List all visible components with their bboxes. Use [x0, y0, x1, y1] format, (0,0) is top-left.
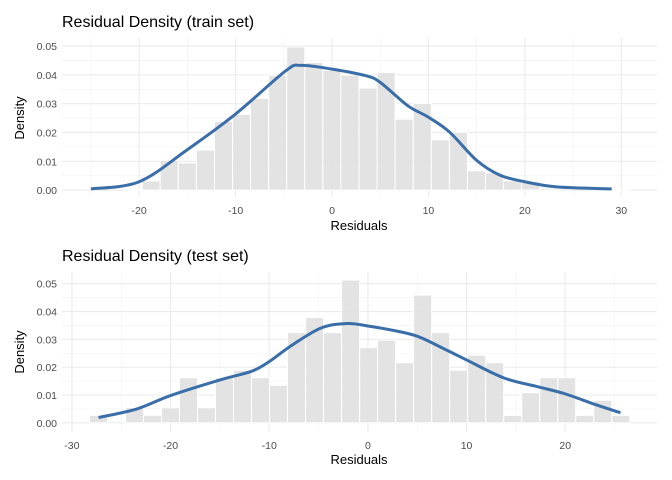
y-axis-label: Density: [12, 330, 27, 374]
x-tick-label: 10: [423, 205, 435, 217]
histogram-bar: [430, 139, 450, 191]
histogram-bar: [161, 407, 181, 424]
y-tick-label: 0.03: [37, 334, 58, 346]
histogram-bar: [376, 72, 396, 191]
histogram-bar: [394, 118, 414, 191]
histogram-bar: [539, 377, 559, 424]
histogram-bar: [232, 113, 252, 191]
density-curve: [90, 63, 612, 191]
histogram-bar: [611, 188, 631, 191]
histogram-bar: [521, 392, 541, 424]
y-tick-label: 0.01: [37, 390, 58, 402]
histogram-bar: [233, 369, 253, 424]
histogram-bar: [197, 407, 217, 424]
histogram-bar: [358, 87, 378, 191]
histogram-bar: [142, 414, 162, 424]
histogram-bar: [250, 97, 270, 191]
x-tick-label: 20: [519, 205, 531, 217]
y-tick-label: 0.04: [37, 307, 58, 319]
histogram-bar: [195, 149, 215, 191]
x-tick-label: 10: [461, 440, 473, 452]
chart-title: Residual Density (test set): [62, 248, 249, 265]
histogram-bar: [213, 121, 234, 191]
histogram-bar: [359, 347, 379, 424]
histogram-bar: [575, 414, 595, 424]
histogram-bar: [123, 188, 143, 191]
y-tick-label: 0.05: [37, 279, 58, 291]
histogram-bar: [251, 377, 271, 424]
histogram-bar: [413, 294, 433, 424]
test-density-chart: -30 -20 -10 0 10 20 0.00 0.01 0.02 0.03 0.04 0.05 Re…: [12, 248, 657, 467]
histogram-bar: [395, 362, 415, 424]
histogram-bar: [177, 162, 197, 191]
y-axis-label: Density: [12, 96, 27, 140]
x-tick-label: -30: [64, 440, 79, 452]
histogram-bar: [485, 362, 505, 424]
histogram-bar: [341, 279, 361, 424]
histogram-bar: [322, 69, 342, 191]
x-tick-label: -20: [163, 440, 178, 452]
histogram-bar: [449, 369, 469, 424]
y-tick-label: 0.04: [37, 70, 58, 82]
histogram-bar: [503, 180, 523, 191]
histogram-bars: [89, 279, 631, 424]
x-tick-label: -10: [228, 205, 243, 217]
histogram-bar: [215, 377, 235, 424]
histogram-bar: [539, 187, 559, 191]
y-tick-label: 0.05: [37, 41, 58, 53]
histogram-bars: [123, 46, 631, 191]
histogram-bar: [503, 414, 523, 424]
y-tick-label: 0.03: [37, 99, 58, 111]
histogram-bar: [340, 74, 360, 191]
histogram-bar: [268, 74, 288, 191]
histogram-bar: [89, 414, 109, 424]
x-tick-label: -10: [262, 440, 277, 452]
histogram-bar: [269, 384, 289, 424]
histogram-bar: [141, 180, 161, 191]
x-tick-label: -20: [132, 205, 147, 217]
y-tick-label: 0.02: [37, 127, 58, 139]
histogram-bar: [323, 332, 343, 424]
x-tick-label: 30: [615, 205, 627, 217]
y-tick-label: 0.00: [37, 185, 58, 197]
train-density-chart: -20 -10 0 10 20 30 0.00 0.01 0.02 0.03 0.04 0.05 Res…: [12, 14, 657, 233]
x-tick-label: 0: [329, 205, 335, 217]
histogram-bar: [178, 377, 199, 424]
x-axis-label: Residuals: [330, 452, 388, 467]
histogram-bar: [304, 61, 324, 191]
histogram-bar: [557, 377, 577, 424]
y-tick-label: 0.02: [37, 362, 58, 374]
density-curve: [98, 321, 621, 419]
x-tick-label: 20: [559, 440, 571, 452]
chart-title: Residual Density (train set): [62, 14, 254, 31]
y-tick-label: 0.01: [37, 156, 58, 168]
x-axis-label: Residuals: [330, 218, 388, 233]
y-tick-label: 0.00: [37, 418, 58, 430]
histogram-bar: [377, 339, 397, 424]
histogram-bar: [611, 414, 631, 424]
x-tick-label: 0: [365, 440, 371, 452]
histogram-bar: [466, 170, 487, 191]
